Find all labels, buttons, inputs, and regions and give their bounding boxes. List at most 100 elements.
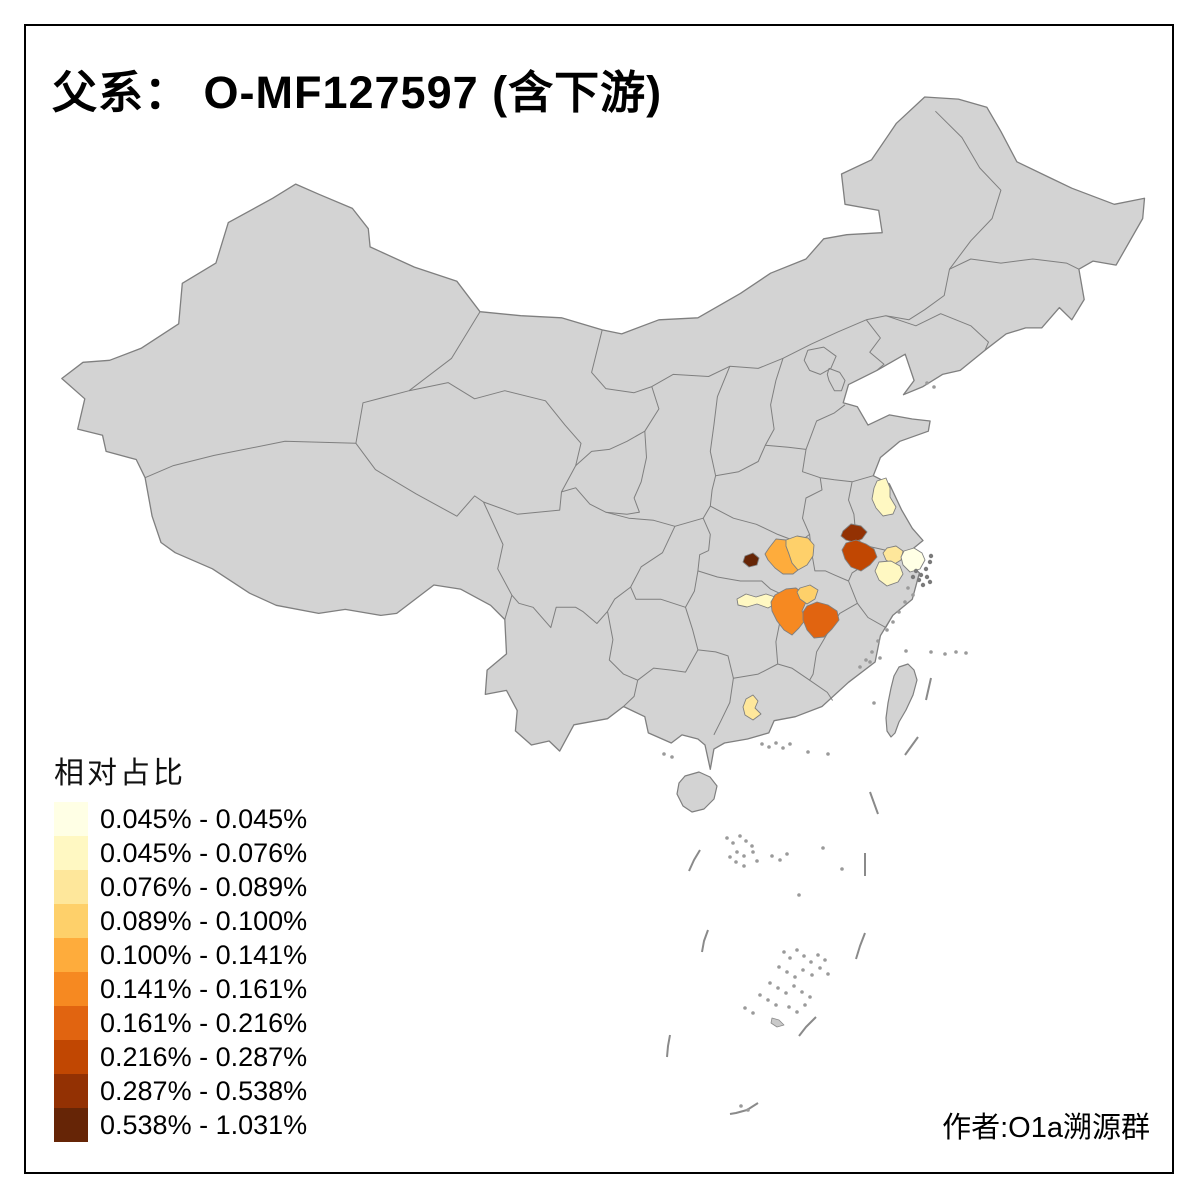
island-dot <box>670 755 674 759</box>
island-dot <box>785 970 789 974</box>
island-dot <box>742 854 746 858</box>
island-dot <box>766 998 770 1002</box>
island-dot <box>826 972 830 976</box>
island-dot <box>806 750 810 754</box>
boundary-dash <box>869 791 879 815</box>
legend-rows: 0.045% - 0.045% 0.045% - 0.076% 0.076% - 0… <box>54 802 307 1142</box>
legend-swatch <box>54 1006 88 1040</box>
province-boundary <box>848 580 894 629</box>
map-region-r6 <box>841 539 878 572</box>
island-dot <box>781 746 785 750</box>
province-boundary <box>865 319 885 371</box>
island-dot <box>816 953 820 957</box>
small-island <box>770 1017 785 1028</box>
map-region-r1 <box>871 477 897 517</box>
province-boundary <box>715 358 784 477</box>
island-dot <box>768 981 772 985</box>
plot-title: 父系： O-MF127597 (含下游) <box>52 67 663 118</box>
map-region-r2 <box>742 552 760 568</box>
island-dot <box>738 834 742 838</box>
island-dot <box>858 665 862 669</box>
coastal-island-dot <box>924 574 930 580</box>
legend-row: 0.161% - 0.216% <box>54 1006 307 1040</box>
legend-label: 0.216% - 0.287% <box>100 1041 308 1072</box>
legend-row: 0.538% - 1.031% <box>54 1108 307 1142</box>
map-region-r9 <box>874 560 904 587</box>
island-dot <box>751 1011 755 1015</box>
legend-label: 0.141% - 0.161% <box>100 973 308 1004</box>
island-dot <box>826 752 830 756</box>
island-dot <box>770 854 774 858</box>
island-dot <box>758 993 762 997</box>
legend-label: 0.538% - 1.031% <box>100 1109 308 1140</box>
coastal-island-dot <box>923 566 929 572</box>
legend-swatch <box>54 1040 88 1074</box>
legend-row: 0.216% - 0.287% <box>54 1040 307 1074</box>
map-region-r11 <box>770 587 807 636</box>
island-dot <box>785 852 789 856</box>
legend-row: 0.076% - 0.089% <box>54 870 307 904</box>
island-dot <box>864 658 868 662</box>
island-dot <box>954 650 958 654</box>
province-boundary <box>713 678 734 736</box>
island-dot <box>777 965 781 969</box>
island-dot <box>795 1010 799 1014</box>
legend-row: 0.045% - 0.045% <box>54 802 307 836</box>
island-dot <box>904 649 908 653</box>
province-boundary <box>561 431 647 515</box>
island-dot <box>774 1003 778 1007</box>
island-dot <box>802 954 806 958</box>
island-dot <box>801 968 805 972</box>
island-dot <box>903 600 907 604</box>
province-boundary <box>765 404 846 450</box>
legend-label: 0.100% - 0.141% <box>100 939 308 970</box>
island-dot <box>810 973 814 977</box>
boundary-dash <box>701 929 709 953</box>
island-dot <box>878 656 882 660</box>
map-region-r8 <box>900 547 926 573</box>
legend-label: 0.089% - 0.100% <box>100 905 308 936</box>
coastal-island-dot <box>927 559 933 565</box>
island-dot <box>943 652 947 656</box>
boundary-dash <box>729 1102 759 1115</box>
island-dot <box>872 701 876 705</box>
island-dot <box>787 1005 791 1009</box>
legend-label: 0.076% - 0.089% <box>100 871 308 902</box>
province-boundary <box>885 313 989 351</box>
province-boundary <box>802 449 874 483</box>
coastal-island-dot <box>910 574 916 580</box>
province-boundary <box>803 346 837 375</box>
island-dot <box>725 836 729 840</box>
legend-row: 0.141% - 0.161% <box>54 972 307 1006</box>
province-boundary <box>826 367 846 392</box>
china-mainland-outline <box>61 96 1146 770</box>
island-dot <box>734 860 738 864</box>
boundary-dash <box>798 1016 817 1037</box>
island-dot <box>750 844 754 848</box>
province-boundary <box>355 443 513 620</box>
island-dot <box>925 381 929 385</box>
island-dot <box>818 966 822 970</box>
legend-label: 0.161% - 0.216% <box>100 1007 308 1038</box>
map-region-r4 <box>785 535 815 571</box>
legend-label: 0.045% - 0.045% <box>100 803 308 834</box>
island-dot <box>885 628 889 632</box>
province-boundary <box>702 366 731 551</box>
island-dot <box>876 639 880 643</box>
legend-swatch <box>54 1074 88 1108</box>
province-boundary <box>623 680 639 707</box>
coastal-island-dot <box>927 579 933 585</box>
island-dot <box>782 950 786 954</box>
legend-title: 相对占比 <box>54 757 186 790</box>
island-dot <box>746 1108 750 1112</box>
island-dot <box>788 956 792 960</box>
island-dot <box>793 975 797 979</box>
legend-swatch <box>54 802 88 836</box>
legend-swatch <box>54 904 88 938</box>
coastal-island-dot <box>920 582 926 588</box>
island-dot <box>964 651 968 655</box>
island-dot <box>797 893 801 897</box>
